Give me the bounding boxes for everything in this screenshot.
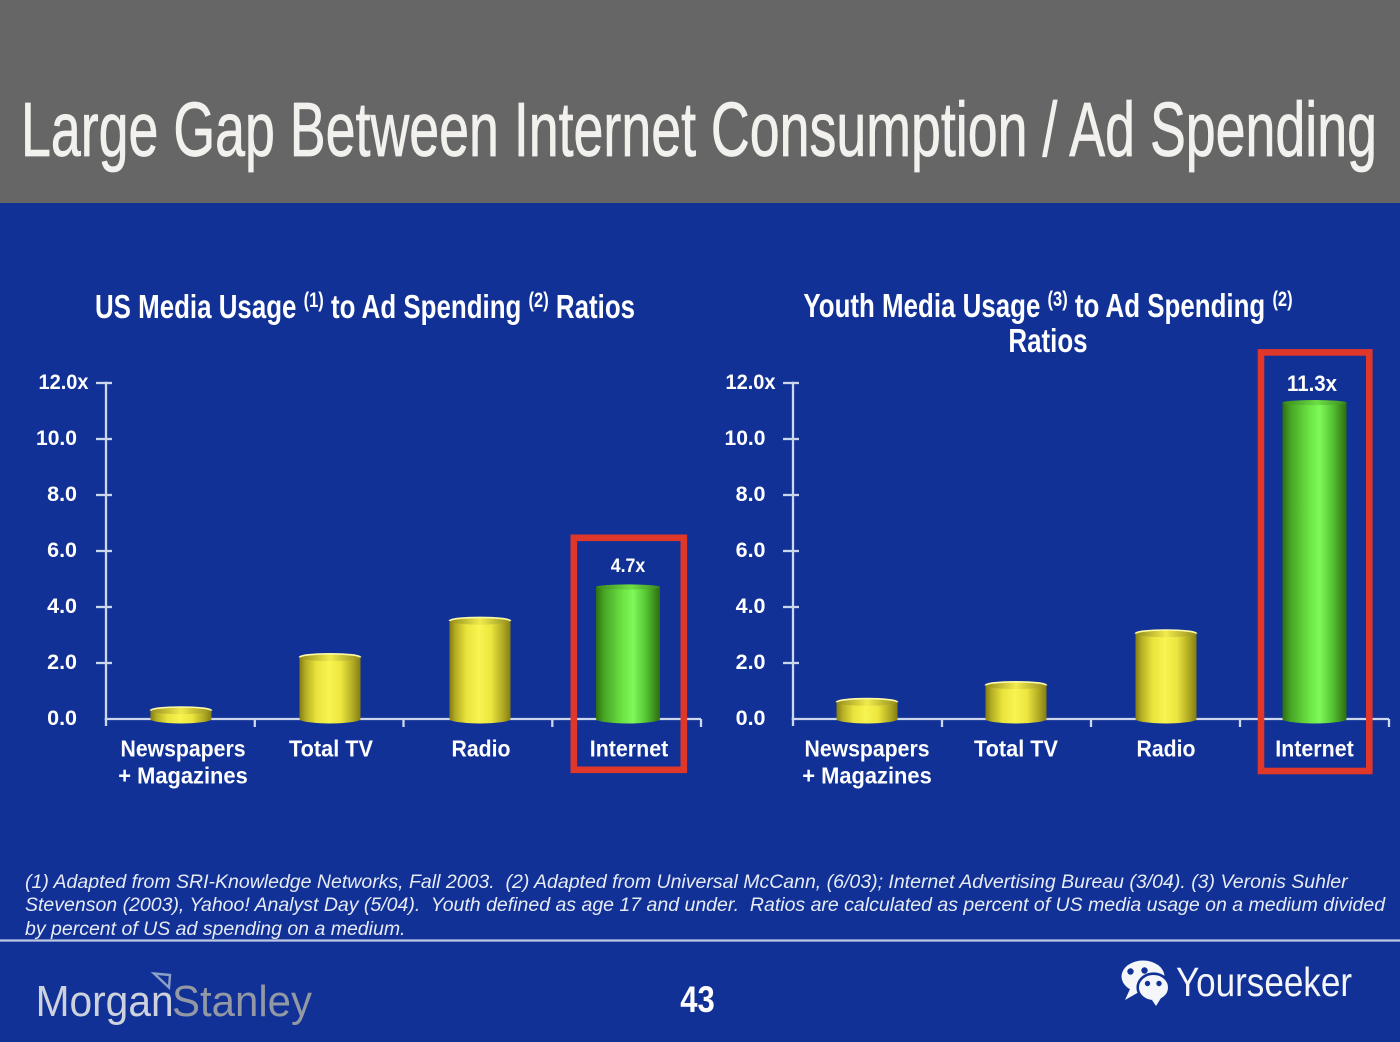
svg-text:10.0: 10.0 xyxy=(725,426,766,450)
svg-text:Large Gap Between Internet Con: Large Gap Between Internet Consumption /… xyxy=(21,87,1377,173)
svg-text:2.0: 2.0 xyxy=(47,650,77,674)
svg-text:6.0: 6.0 xyxy=(736,538,766,562)
svg-text:Internet: Internet xyxy=(590,735,669,761)
svg-text:43: 43 xyxy=(680,979,715,1020)
svg-text:Radio: Radio xyxy=(1137,735,1196,761)
svg-text:Newspapers: Newspapers xyxy=(805,735,930,761)
svg-text:12.0x: 12.0x xyxy=(726,370,776,394)
svg-text:US Media Usage (1) to Ad Spend: US Media Usage (1) to Ad Spending (2) Ra… xyxy=(95,288,635,326)
svg-text:Total TV: Total TV xyxy=(289,735,373,761)
svg-text:11.3x: 11.3x xyxy=(1287,371,1338,396)
svg-text:4.0: 4.0 xyxy=(736,594,766,618)
svg-text:+ Magazines: + Magazines xyxy=(802,763,932,789)
svg-text:6.0: 6.0 xyxy=(47,538,77,562)
svg-text:10.0: 10.0 xyxy=(36,426,77,450)
svg-text:Ratios: Ratios xyxy=(1008,323,1087,360)
svg-text:+ Magazines: + Magazines xyxy=(118,763,248,789)
svg-text:Youth Media Usage (3) to Ad Sp: Youth Media Usage (3) to Ad Spending (2) xyxy=(803,287,1292,325)
svg-text:4.0: 4.0 xyxy=(47,594,77,618)
svg-text:Yourseeker: Yourseeker xyxy=(1176,959,1352,1005)
svg-text:12.0x: 12.0x xyxy=(39,370,89,394)
svg-text:Newspapers: Newspapers xyxy=(121,735,246,761)
svg-text:8.0: 8.0 xyxy=(736,482,766,506)
svg-text:0.0: 0.0 xyxy=(47,706,77,730)
svg-text:8.0: 8.0 xyxy=(47,482,77,506)
svg-text:Morgan: Morgan xyxy=(36,977,174,1026)
svg-text:Stanley: Stanley xyxy=(172,977,312,1026)
svg-text:2.0: 2.0 xyxy=(736,650,766,674)
svg-text:Internet: Internet xyxy=(1275,735,1354,761)
svg-text:0.0: 0.0 xyxy=(736,706,766,730)
svg-text:4.7x: 4.7x xyxy=(611,555,646,577)
svg-text:Total TV: Total TV xyxy=(974,735,1058,761)
svg-text:Radio: Radio xyxy=(452,735,511,761)
